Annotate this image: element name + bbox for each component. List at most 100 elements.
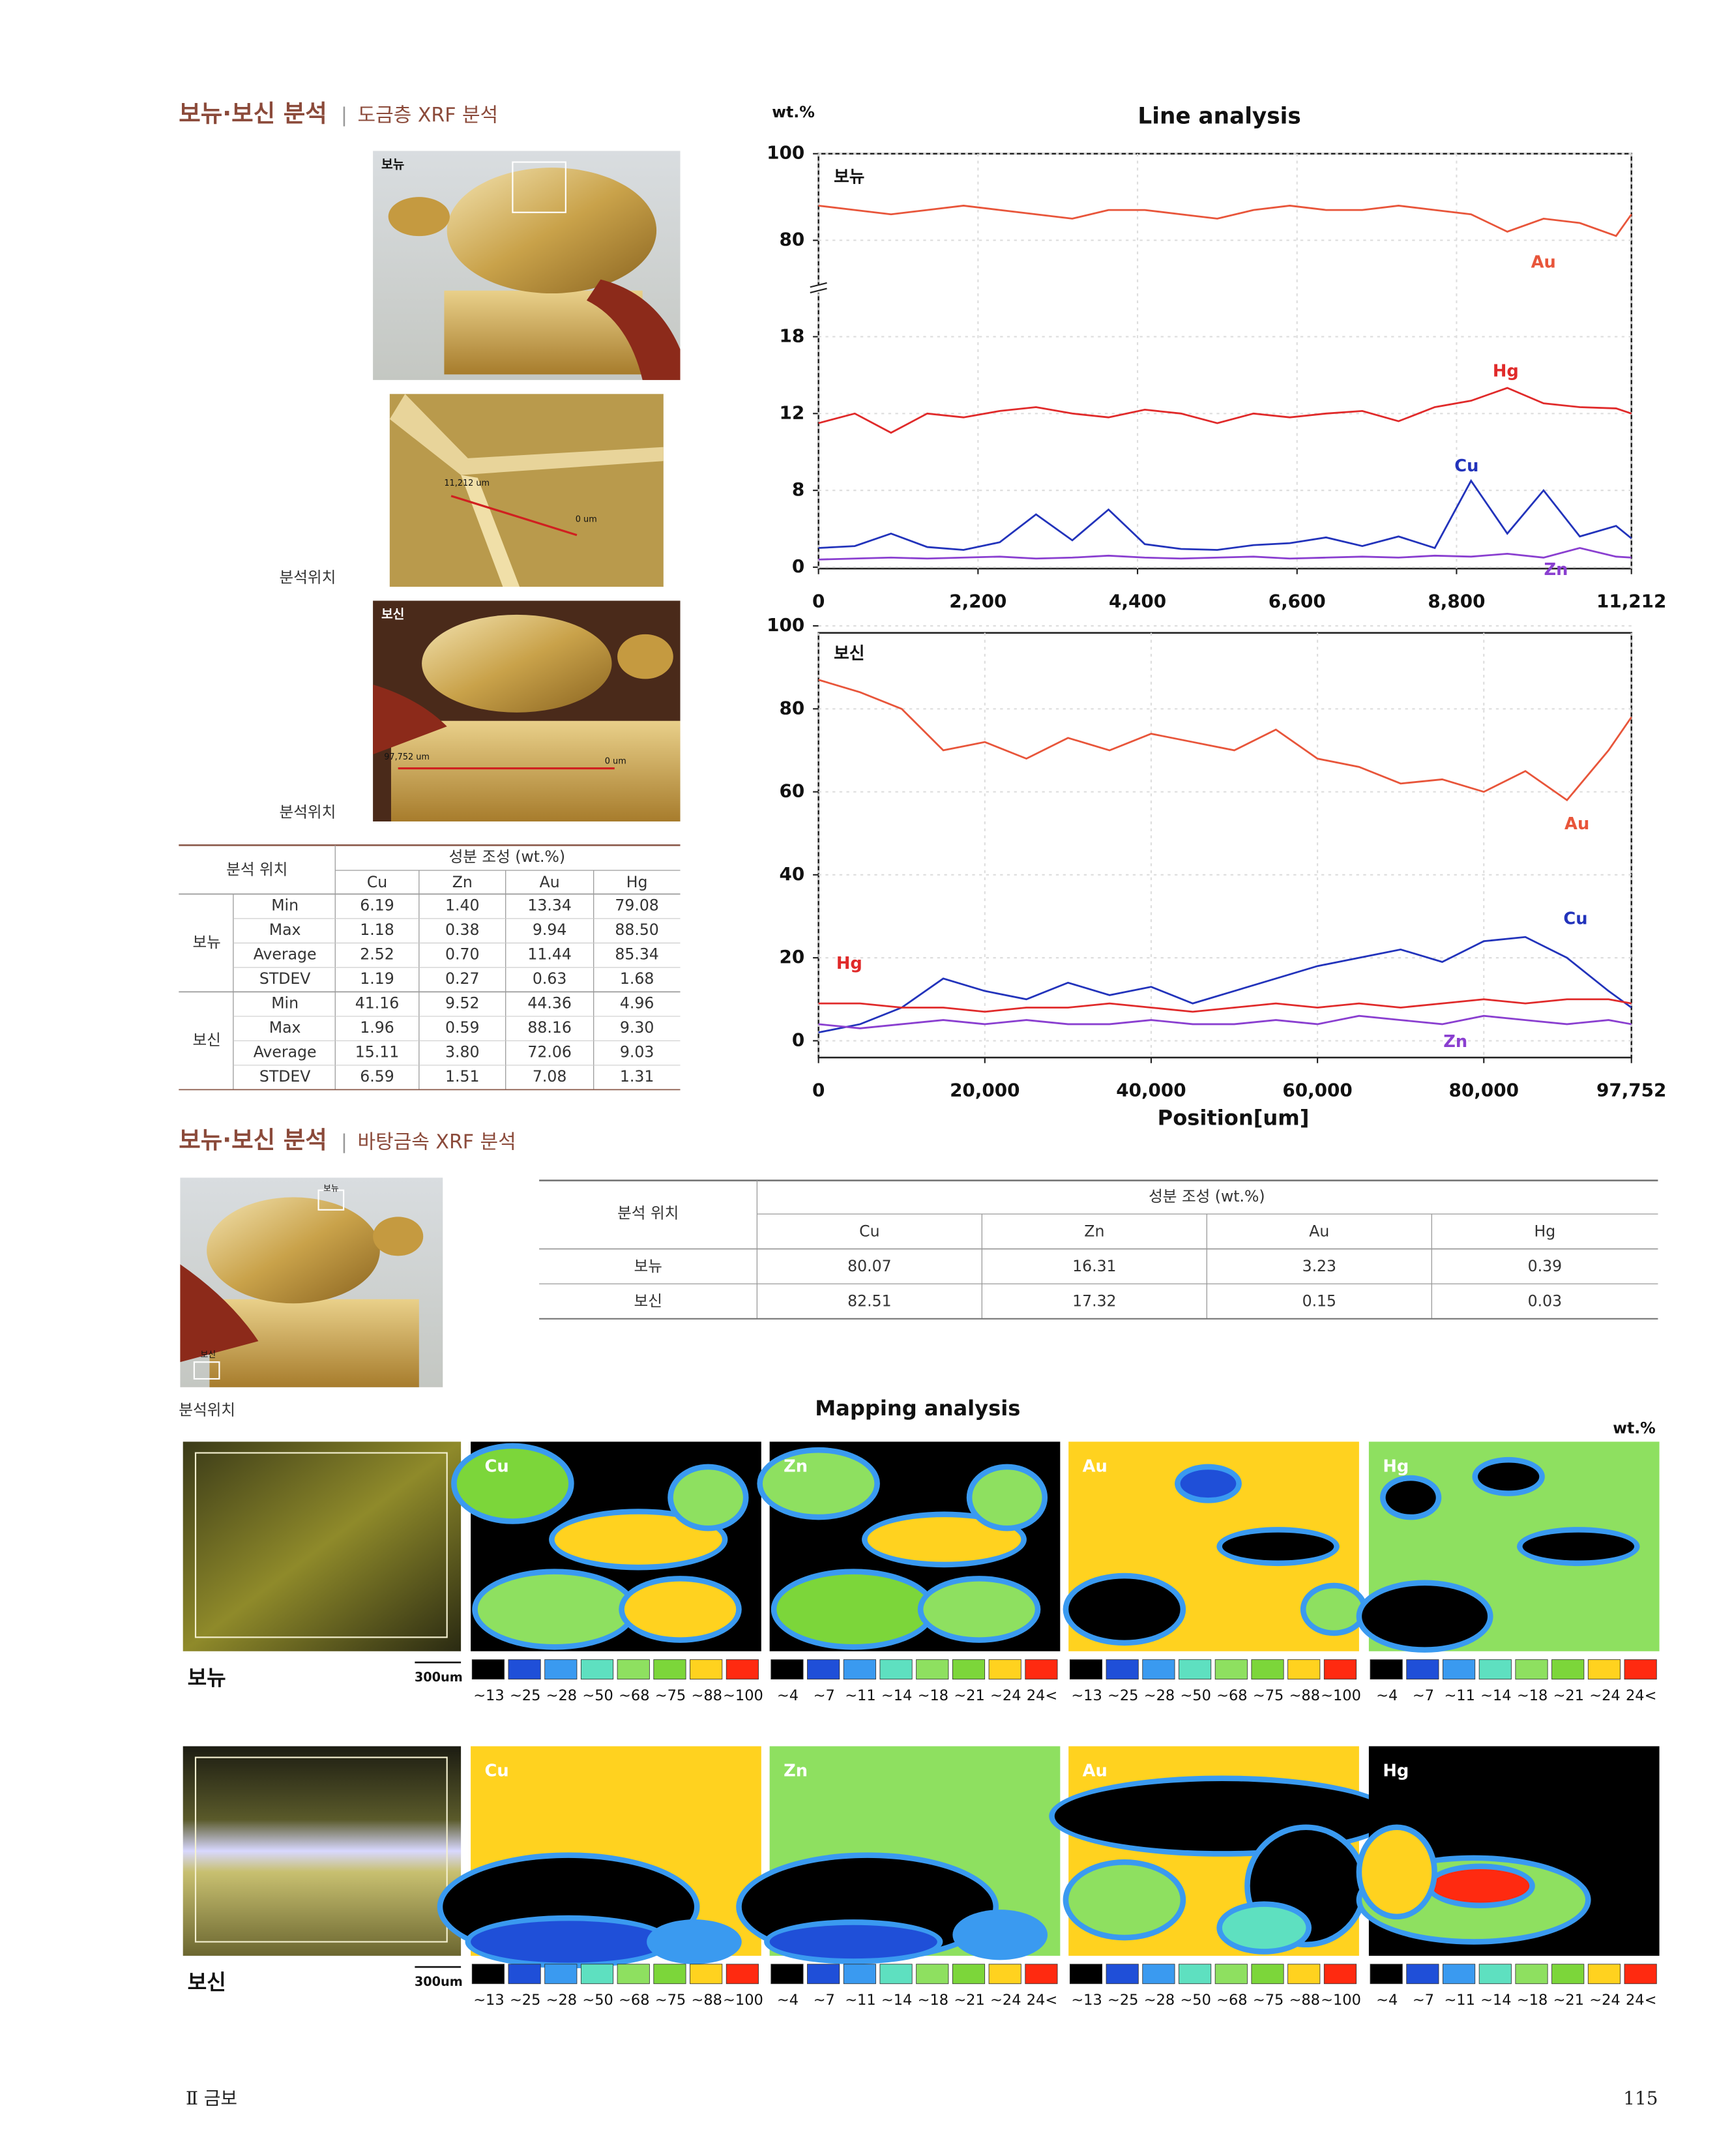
photo-label: 보뉴 <box>381 156 405 171</box>
sample-label: 보신 <box>188 1970 226 1995</box>
legend-label: ~18 <box>918 1687 948 1704</box>
chart-title: Line analysis <box>1138 104 1300 130</box>
x-tick-label: 11,212 <box>1596 591 1666 612</box>
legend-label: ~24 <box>990 1992 1021 2009</box>
legend-label: ~13 <box>473 1992 504 2009</box>
table-cell: 72.06 <box>527 1043 571 1061</box>
legend-swatch <box>471 1659 505 1680</box>
legend-swatch <box>1287 1964 1321 1985</box>
legend-swatch <box>1587 1964 1621 1985</box>
legend-label: ~75 <box>655 1687 686 1704</box>
element-map <box>451 1441 761 1651</box>
x-tick-label: 2,200 <box>949 591 1006 612</box>
table-cell: 16.31 <box>1072 1257 1116 1275</box>
micrograph <box>183 1441 462 1651</box>
table-row-label: Average <box>254 1043 317 1061</box>
legend-swatch <box>617 1964 650 1985</box>
table-cell: 44.36 <box>527 994 571 1012</box>
legend-swatch <box>1515 1659 1548 1680</box>
y-tick-label: 12 <box>779 402 804 423</box>
table-cell: 0.63 <box>533 969 566 988</box>
legend-label: ~11 <box>1444 1992 1475 2009</box>
micrograph <box>183 1746 462 1956</box>
map-region <box>554 1514 722 1565</box>
legend-swatch <box>1370 1964 1403 1985</box>
x-tick-label: 0 <box>812 1080 825 1101</box>
legend-swatch <box>471 1964 505 1985</box>
table-cell: 4.96 <box>620 994 654 1012</box>
legend-label: ~7 <box>814 1687 835 1704</box>
table-cell: 85.34 <box>615 945 658 964</box>
map-region <box>1431 1869 1530 1903</box>
table-cell: 7.08 <box>533 1067 566 1085</box>
legend-swatch <box>879 1659 913 1680</box>
map-region <box>1222 1532 1334 1561</box>
x-tick-label: 0 <box>812 591 825 612</box>
table-cell: 1.40 <box>445 896 479 915</box>
table-cell: 9.30 <box>620 1018 654 1037</box>
photo-label: 보뉴 <box>323 1184 339 1194</box>
map-region <box>972 1469 1042 1526</box>
legend-label: ~50 <box>1180 1992 1211 2009</box>
series-label: Hg <box>836 954 862 973</box>
map-region <box>1180 1469 1237 1498</box>
legend-label: ~68 <box>619 1992 649 2009</box>
map-region <box>1478 1462 1540 1491</box>
legend-label: ~28 <box>546 1992 577 2009</box>
x-tick-label: 20,000 <box>950 1080 1020 1101</box>
legend-swatch <box>916 1659 949 1680</box>
legend-label: 24< <box>1027 1992 1057 2009</box>
legend-label: 24< <box>1626 1992 1656 2009</box>
legend-swatch <box>1251 1964 1284 1985</box>
legend-swatch <box>690 1659 723 1680</box>
series-label: Zn <box>1544 560 1568 580</box>
table-header: Hg <box>1534 1222 1556 1240</box>
table-cell: 1.96 <box>360 1018 394 1037</box>
map-region <box>456 1449 569 1519</box>
caption: 분석위치 <box>179 1401 235 1419</box>
series-label: Au <box>1531 252 1556 272</box>
table-cell: 6.19 <box>360 896 394 915</box>
legend-label: ~13 <box>1071 1687 1102 1704</box>
legend-label: ~24 <box>990 1687 1021 1704</box>
map-region <box>471 1921 667 1963</box>
legend-swatch <box>1515 1964 1548 1985</box>
table-cell: 13.34 <box>527 896 571 915</box>
legend-swatch <box>726 1964 759 1985</box>
y-tick-label: 100 <box>767 142 804 164</box>
table-row-label: Average <box>254 945 317 964</box>
legend-label: ~68 <box>619 1687 649 1704</box>
series-line <box>818 479 1632 551</box>
element-map <box>757 1441 1061 1651</box>
legend-swatch <box>1443 1659 1476 1680</box>
legend-swatch <box>653 1964 686 1985</box>
legend-swatch <box>1214 1964 1248 1985</box>
table-row-label: STDEV <box>259 969 310 988</box>
legend-label: ~18 <box>1517 1687 1548 1704</box>
table-cell: 41.16 <box>355 994 399 1012</box>
legend-label: 24< <box>1027 1687 1057 1704</box>
table-header: 성분 조성 (wt.%) <box>1149 1187 1265 1205</box>
table-cell: 0.39 <box>1528 1257 1562 1275</box>
legend-label: ~100 <box>723 1992 763 2009</box>
map-region <box>776 1574 931 1645</box>
series-label: Hg <box>1493 362 1519 381</box>
legend-label: ~100 <box>1321 1687 1361 1704</box>
legend-swatch <box>843 1659 876 1680</box>
legend-swatch <box>807 1659 840 1680</box>
table-header: Hg <box>626 873 648 891</box>
legend-swatch <box>988 1659 1021 1680</box>
legend-swatch <box>1406 1964 1439 1985</box>
map-element-label: Au <box>1083 1762 1108 1781</box>
legend-label: ~88 <box>692 1992 722 2009</box>
series-line <box>818 936 1632 1034</box>
element-map <box>437 1746 761 1969</box>
x-tick-label: 60,000 <box>1282 1080 1352 1101</box>
section-title: 보뉴·보신 분석 <box>179 99 327 127</box>
x-tick-label: 40,000 <box>1116 1080 1186 1101</box>
legend-swatch <box>726 1659 759 1680</box>
table-cell: 0.03 <box>1528 1292 1562 1310</box>
table-cell: 1.68 <box>620 969 654 988</box>
legend-swatch <box>508 1964 541 1985</box>
